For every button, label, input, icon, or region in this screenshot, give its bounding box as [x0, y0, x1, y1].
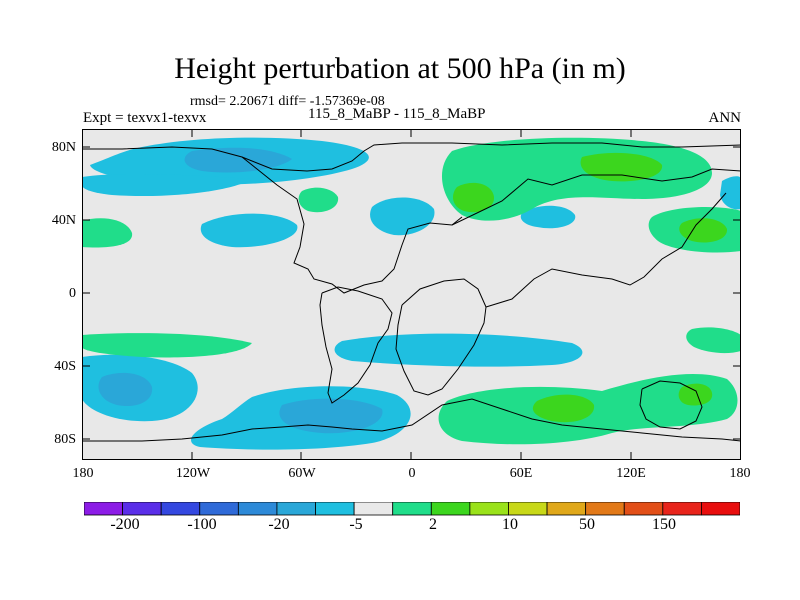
lon-label: 60E	[509, 466, 533, 481]
blob-south-band-west	[82, 333, 252, 358]
blob-east-edge	[720, 176, 741, 210]
core-south-pacific-west	[98, 372, 153, 407]
coast-south-america	[319, 286, 393, 404]
blob-north-atlantic-strip	[82, 173, 252, 197]
core-eurasia	[580, 152, 663, 182]
core-south-pacific-east	[279, 398, 383, 434]
season-label: ANN	[708, 110, 742, 126]
coast-antarctica	[82, 398, 741, 442]
lon-label: 180	[72, 466, 94, 481]
experiment-label: Expt = texvx1-texvx	[83, 110, 207, 126]
colorbar-swatch	[315, 502, 355, 516]
colorbar-swatch	[430, 502, 471, 516]
lat-label: 40S	[54, 359, 76, 374]
lon-label: 120E	[616, 466, 646, 481]
colorbar-swatch	[623, 502, 664, 516]
colorbar-swatch	[122, 502, 162, 516]
lat-label: 0	[69, 286, 76, 301]
core-south-east	[678, 383, 713, 406]
ticks	[82, 129, 741, 460]
blob-asia	[520, 205, 576, 229]
lon-label: 180	[729, 466, 751, 481]
core-pacific-east	[679, 218, 728, 243]
lat-label: 40N	[51, 213, 76, 228]
positive-cores	[452, 152, 728, 423]
rmsd-value: rmsd= 2.20671	[190, 94, 275, 109]
colorbar-swatch	[585, 502, 625, 516]
blob-na-east	[200, 213, 298, 248]
colorbar-swatch	[276, 502, 316, 516]
colorbar-swatch	[508, 502, 548, 516]
colorbar-swatch	[353, 502, 394, 516]
colorbar	[84, 502, 740, 516]
lat-label: 80N	[51, 140, 76, 155]
colorbar-swatch	[662, 502, 702, 516]
colorbar-swatch	[469, 502, 509, 516]
coast-africa	[395, 278, 487, 396]
colorbar-swatch	[160, 502, 201, 516]
colorbar-swatch	[84, 502, 123, 516]
diff-value: diff= -1.57369e-08	[278, 94, 385, 109]
colorbar-swatch	[392, 502, 432, 516]
colorbar-swatch	[237, 502, 278, 516]
coast-north-america	[241, 156, 463, 294]
colorbar-label: 2	[429, 516, 437, 533]
coast-australia	[639, 380, 703, 430]
core-south-indian	[532, 394, 595, 423]
contour-map	[82, 129, 741, 460]
coast-asia-south	[485, 192, 727, 308]
colorbar-label: -5	[349, 516, 363, 533]
blob-na-small	[298, 187, 339, 213]
plot-title: Height perturbation at 500 hPa (in m)	[174, 52, 626, 85]
colorbar-label: -20	[268, 516, 290, 533]
colorbar-swatch	[199, 502, 239, 516]
lon-label: 60W	[288, 466, 316, 481]
colorbar-label: 150	[652, 516, 676, 533]
blob-west-edge	[82, 218, 133, 248]
core-europe	[452, 182, 495, 213]
coastlines	[82, 142, 741, 442]
stats-line: rmsd= 2.20671 diff= -1.57369e-08	[190, 94, 385, 110]
lon-label: 0	[408, 466, 416, 481]
lat-label: 80S	[54, 432, 76, 447]
case-label: 115_8_MaBP - 115_8_MaBP	[308, 106, 486, 122]
colorbar-label: -200	[110, 516, 140, 533]
colorbar-swatch	[701, 502, 740, 516]
colorbar-swatch	[546, 502, 587, 516]
coast-eurasia	[451, 168, 741, 226]
lon-label: 120W	[175, 466, 211, 481]
colorbar-label: -100	[187, 516, 217, 533]
colorbar-label: 10	[502, 516, 518, 533]
blob-south-east-strip	[686, 327, 741, 354]
coast-north	[82, 142, 741, 172]
colorbar-label: 50	[579, 516, 595, 533]
